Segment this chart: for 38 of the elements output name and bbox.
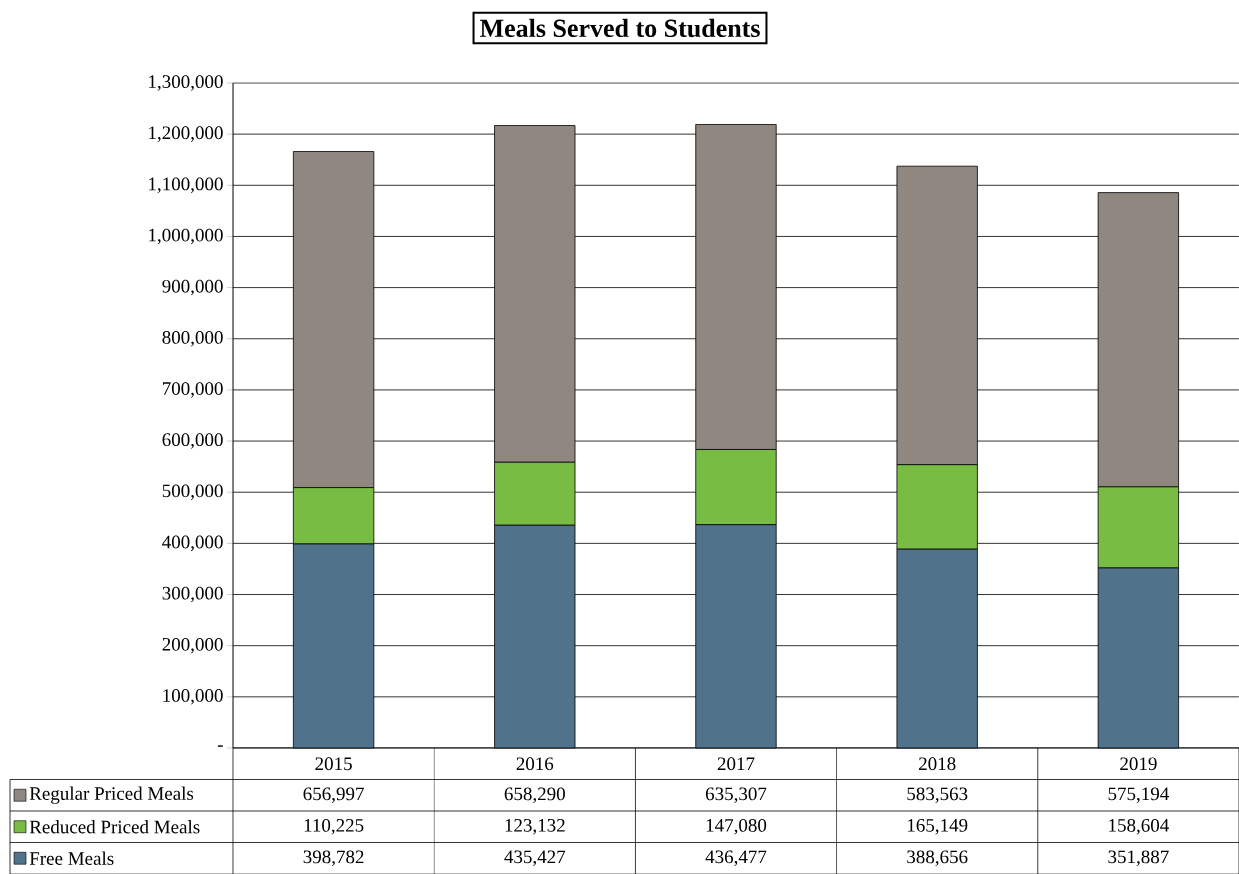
x-tick-label: 2016 [516,757,554,771]
data-label: 123,132 [505,818,565,835]
data-label: 388,656 [907,850,968,867]
data-label: 635,307 [705,787,767,804]
y-tick-label: 100,000 [163,689,223,705]
data-label: 158,604 [1109,818,1169,835]
x-tick-label: 2019 [1120,757,1157,771]
data-label: 435,427 [504,850,566,866]
y-tick-label: 500,000 [162,484,223,500]
y-tick-label: 700,000 [162,382,223,398]
x-tick-label: 2015 [315,757,352,771]
data-label: 351,887 [1108,850,1169,867]
data-label: 575,194 [1108,787,1169,803]
x-tick-label: 2018 [919,757,956,771]
y-tick-label: 1,100,000 [149,177,223,194]
y-tick-label: 600,000 [162,433,223,449]
y-tick-label: 300,000 [162,586,223,603]
legend-label: Regular Priced Meals [29,786,194,804]
x-tick-label: 2017 [717,757,755,771]
data-label: 398,782 [303,850,364,867]
y-tick-label: 1,300,000 [149,75,223,91]
data-label: 583,563 [907,787,968,804]
data-label: 110,225 [304,818,364,835]
y-tick-label: 200,000 [162,637,223,654]
y-tick-label: 1,200,000 [149,126,223,142]
y-tick-label: - [217,745,223,747]
y-tick-label: 1,000,000 [149,228,223,245]
legend-label: Free Meals [29,851,114,865]
y-tick-label: 800,000 [162,330,223,347]
data-label: 147,080 [706,818,767,835]
legend-label: Reduced Priced Meals [29,820,200,834]
data-label: 436,477 [705,850,767,866]
data-label: 658,290 [504,787,565,804]
data-label: 656,997 [303,787,364,803]
data-label: 165,149 [908,818,968,835]
chart-title: Meals Served to Students [479,18,760,38]
y-tick-label: 400,000 [162,535,223,552]
y-tick-label: 900,000 [162,279,223,296]
